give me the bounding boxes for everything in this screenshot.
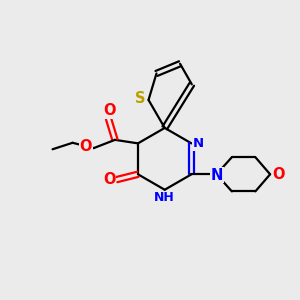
- Text: N: N: [192, 137, 203, 150]
- Text: O: O: [103, 103, 115, 118]
- Text: S: S: [135, 91, 146, 106]
- Text: NH: NH: [154, 191, 175, 205]
- Text: O: O: [79, 139, 92, 154]
- Text: O: O: [103, 172, 115, 187]
- Text: O: O: [273, 167, 285, 182]
- Text: N: N: [211, 168, 223, 183]
